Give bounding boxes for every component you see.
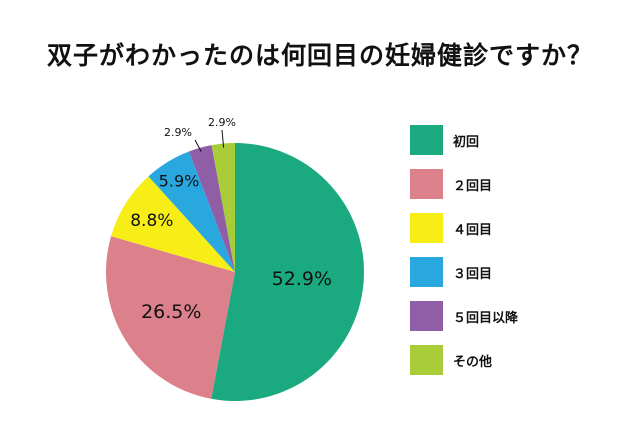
data-label-3kaime: 5.9%: [159, 171, 200, 190]
legend-label: ２回目: [453, 178, 493, 194]
data-label-5kaime-ikou: 2.9%: [164, 126, 192, 139]
leader-line-sonota: [221, 129, 225, 148]
legend-item-4kaime: ４回目: [410, 213, 518, 243]
data-label-sonota: 2.9%: [208, 116, 236, 129]
legend-label: ４回目: [453, 222, 493, 238]
data-label-4kaime: 8.8%: [130, 211, 173, 231]
pie-slice-shokai: [211, 142, 365, 401]
legend-swatch: [410, 169, 443, 199]
legend-item-sonota: その他: [410, 345, 518, 375]
legend-swatch: [410, 125, 443, 155]
pie-slice-4kaime: [111, 176, 235, 272]
legend-swatch: [410, 345, 443, 375]
pie-slice-3kaime: [148, 151, 235, 272]
pie-slice-2kaime: [106, 236, 235, 399]
data-label-2kaime: 26.5%: [141, 301, 201, 323]
legend-label: 初回: [453, 134, 480, 150]
legend-swatch: [410, 213, 443, 243]
legend-item-2kaime: ２回目: [410, 169, 518, 199]
legend-swatch: [410, 301, 443, 331]
data-label-shokai: 52.9%: [272, 268, 332, 290]
legend-label: ５回目以降: [453, 310, 519, 326]
legend-item-shokai: 初回: [410, 125, 518, 155]
chart-title: 双子がわかったのは何回目の妊婦健診ですか？: [46, 41, 593, 70]
legend-item-5kaime-ikou: ５回目以降: [410, 301, 518, 331]
legend-label: その他: [453, 354, 493, 370]
legend: 初回 ２回目 ４回目 ３回目 ５回目以降 その他: [410, 125, 518, 389]
pie-slice-sonota: [211, 143, 235, 272]
legend-label: ３回目: [453, 266, 493, 282]
legend-item-3kaime: ３回目: [410, 257, 518, 287]
pie-slice-5kaime-ikou: [188, 145, 235, 272]
leader-line-5kaime-ikou: [194, 139, 202, 152]
legend-swatch: [410, 257, 443, 287]
